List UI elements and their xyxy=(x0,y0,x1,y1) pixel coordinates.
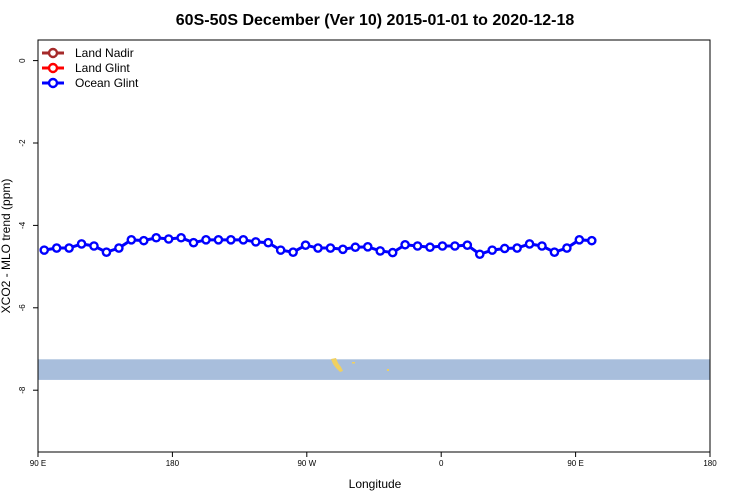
data-point xyxy=(499,243,510,254)
x-tick-label: 90 W xyxy=(297,459,316,468)
data-point xyxy=(89,241,99,251)
y-axis-label: XCO2 - MLO trend (ppm) xyxy=(0,179,13,314)
data-point xyxy=(437,241,448,251)
legend-item: Land Nadir xyxy=(42,46,134,60)
legend-label: Land Nadir xyxy=(75,46,134,60)
data-point xyxy=(138,235,149,246)
legend-item: Ocean Glint xyxy=(42,76,139,90)
data-point xyxy=(76,239,87,249)
data-point xyxy=(487,245,498,255)
data-point xyxy=(288,247,298,257)
data-point xyxy=(64,243,74,253)
y-tick-label: -2 xyxy=(18,139,27,147)
data-point xyxy=(238,235,249,245)
data-point xyxy=(226,235,236,245)
data-point xyxy=(126,235,137,245)
data-point xyxy=(51,243,62,253)
x-tick-label: 180 xyxy=(166,459,180,468)
x-tick-label: 90 E xyxy=(30,459,46,468)
series-layer xyxy=(39,232,597,260)
data-point xyxy=(462,240,473,250)
data-point xyxy=(512,243,522,253)
x-tick-label: 0 xyxy=(439,459,444,468)
data-point xyxy=(474,249,485,260)
data-point xyxy=(313,243,323,253)
map-strip xyxy=(38,358,710,380)
ocean-band xyxy=(38,359,710,380)
land-patch xyxy=(352,362,355,364)
data-point xyxy=(325,243,336,253)
data-point xyxy=(537,241,547,251)
data-point xyxy=(300,240,311,250)
data-point xyxy=(412,241,423,251)
data-point xyxy=(188,237,199,248)
legend-item: Land Glint xyxy=(42,61,130,75)
data-point xyxy=(574,235,585,245)
y-tick-label: -8 xyxy=(18,386,27,394)
x-axis-label: Longitude xyxy=(349,477,402,491)
plot-area: 0 -2 -4 -6 -8 90 E 180 90 W 0 90 E 180 xyxy=(18,39,717,468)
data-point xyxy=(101,247,112,257)
data-point xyxy=(39,245,50,255)
legend-label: Land Glint xyxy=(75,61,130,75)
legend-marker xyxy=(47,77,59,89)
data-point xyxy=(400,239,410,250)
data-point xyxy=(275,245,286,255)
data-point xyxy=(524,239,535,249)
data-point xyxy=(425,242,435,253)
y-tick-label: 0 xyxy=(18,58,27,63)
data-point xyxy=(549,247,560,257)
data-point xyxy=(176,232,186,243)
y-tick-label: -4 xyxy=(18,221,27,229)
series-ocean-glint xyxy=(39,232,597,260)
data-point xyxy=(151,232,162,243)
land-patch xyxy=(331,358,343,372)
data-point xyxy=(163,234,174,244)
legend-label: Ocean Glint xyxy=(75,76,139,90)
legend-marker xyxy=(47,62,59,74)
data-point xyxy=(375,246,386,256)
data-point xyxy=(362,242,373,252)
data-point xyxy=(350,242,361,253)
data-point xyxy=(562,243,572,253)
y-tick-label: -6 xyxy=(18,304,27,312)
x-axis: 90 E 180 90 W 0 90 E 180 xyxy=(30,452,717,468)
data-point xyxy=(201,235,211,245)
data-point xyxy=(250,237,261,247)
data-point xyxy=(586,235,597,246)
data-point xyxy=(263,237,274,248)
data-point xyxy=(450,241,460,251)
data-point xyxy=(213,235,224,245)
plot-frame xyxy=(37,39,711,453)
chart-title: 60S-50S December (Ver 10) 2015-01-01 to … xyxy=(176,12,575,29)
x-tick-label: 90 E xyxy=(567,459,583,468)
data-point xyxy=(387,247,398,258)
land-patch xyxy=(387,369,389,371)
data-point xyxy=(338,244,348,255)
x-tick-label: 180 xyxy=(703,459,717,468)
data-point xyxy=(114,243,124,253)
legend-marker xyxy=(47,47,59,59)
y-axis: 0 -2 -4 -6 -8 xyxy=(18,58,38,394)
